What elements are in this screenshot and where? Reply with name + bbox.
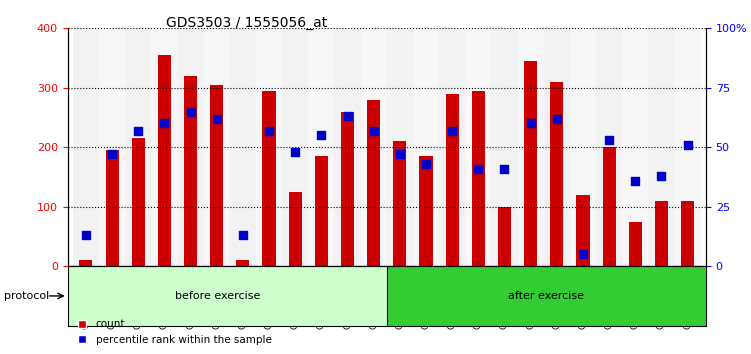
- Bar: [158, 55, 171, 266]
- Bar: [524, 61, 537, 266]
- Text: after exercise: after exercise: [508, 291, 584, 301]
- Bar: [184, 76, 197, 266]
- Bar: [602, 147, 616, 266]
- Bar: [517, 28, 544, 266]
- Bar: [288, 192, 302, 266]
- Point: [525, 121, 537, 126]
- Bar: [544, 28, 570, 266]
- Point: [289, 149, 301, 155]
- Point: [420, 161, 432, 167]
- Text: GDS3503 / 1555056_at: GDS3503 / 1555056_at: [166, 16, 327, 30]
- Point: [185, 109, 197, 114]
- Bar: [387, 28, 413, 266]
- Bar: [80, 260, 92, 266]
- Point: [263, 128, 275, 133]
- Bar: [204, 28, 230, 266]
- Bar: [491, 28, 517, 266]
- Bar: [439, 28, 466, 266]
- Bar: [655, 201, 668, 266]
- Bar: [256, 28, 282, 266]
- Point: [550, 116, 562, 121]
- Bar: [570, 28, 596, 266]
- Bar: [210, 85, 223, 266]
- Bar: [413, 28, 439, 266]
- Bar: [237, 260, 249, 266]
- Point: [682, 142, 694, 148]
- Point: [211, 116, 223, 121]
- Point: [629, 178, 641, 183]
- Bar: [367, 100, 380, 266]
- Bar: [681, 201, 694, 266]
- Bar: [394, 141, 406, 266]
- Point: [577, 251, 589, 257]
- Legend: count, percentile rank within the sample: count, percentile rank within the sample: [73, 315, 276, 349]
- Bar: [648, 28, 674, 266]
- Text: before exercise: before exercise: [175, 291, 261, 301]
- Bar: [73, 28, 99, 266]
- Bar: [466, 28, 491, 266]
- Point: [656, 173, 668, 179]
- Bar: [230, 28, 256, 266]
- Bar: [577, 195, 590, 266]
- Bar: [263, 91, 276, 266]
- Point: [106, 152, 118, 157]
- Bar: [596, 28, 623, 266]
- Bar: [445, 94, 459, 266]
- Bar: [68, 266, 387, 326]
- Bar: [387, 266, 706, 326]
- Point: [132, 128, 144, 133]
- Bar: [315, 156, 328, 266]
- Point: [80, 233, 92, 238]
- Bar: [629, 222, 642, 266]
- Bar: [282, 28, 308, 266]
- Point: [237, 233, 249, 238]
- Bar: [550, 82, 563, 266]
- Point: [342, 114, 354, 119]
- Bar: [334, 28, 360, 266]
- Bar: [99, 28, 125, 266]
- Bar: [623, 28, 648, 266]
- Bar: [341, 112, 354, 266]
- Bar: [472, 91, 485, 266]
- Bar: [674, 28, 701, 266]
- Bar: [177, 28, 204, 266]
- Point: [368, 128, 380, 133]
- Point: [603, 137, 615, 143]
- Point: [158, 121, 170, 126]
- Bar: [131, 138, 145, 266]
- Bar: [106, 150, 119, 266]
- Point: [499, 166, 511, 171]
- Bar: [498, 207, 511, 266]
- Text: protocol: protocol: [4, 291, 49, 301]
- Bar: [308, 28, 334, 266]
- Bar: [125, 28, 151, 266]
- Point: [394, 152, 406, 157]
- Bar: [360, 28, 387, 266]
- Bar: [420, 156, 433, 266]
- Point: [315, 132, 327, 138]
- Point: [472, 166, 484, 171]
- Bar: [151, 28, 177, 266]
- Point: [446, 128, 458, 133]
